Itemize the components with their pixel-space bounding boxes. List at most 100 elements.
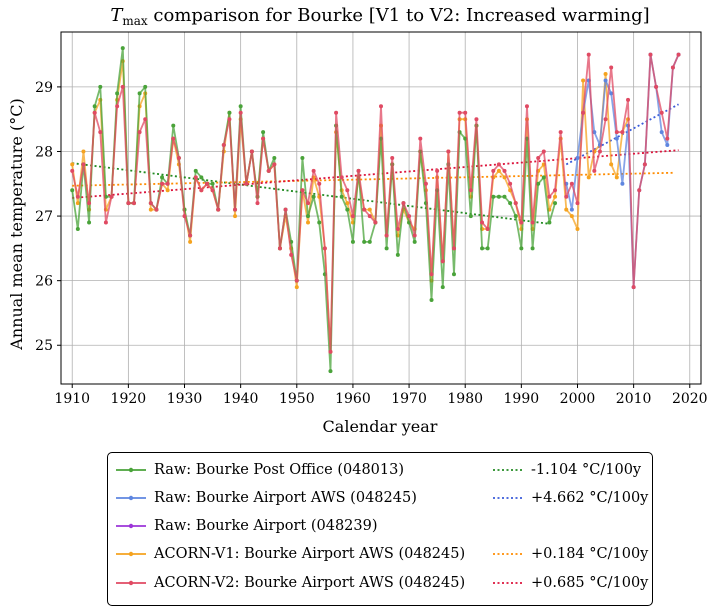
title-prefix: T xyxy=(110,5,124,26)
data-point xyxy=(648,52,653,57)
data-point xyxy=(670,65,675,70)
data-point xyxy=(182,214,187,219)
data-point xyxy=(148,201,153,206)
legend-label: +0.685 °C/100y xyxy=(531,575,649,591)
legend-item-raw-airport-aws: Raw: Bourke Airport AWS (048245) xyxy=(116,487,417,509)
data-point xyxy=(524,104,529,109)
data-point xyxy=(300,188,305,193)
legend-label: Raw: Bourke Post Office (048013) xyxy=(154,462,405,478)
data-point xyxy=(199,188,204,193)
data-point xyxy=(92,110,97,115)
legend-label: Raw: Bourke Airport AWS (048245) xyxy=(154,490,417,506)
data-point xyxy=(642,162,647,167)
data-point xyxy=(176,155,181,160)
legend-swatch xyxy=(116,523,146,529)
data-point xyxy=(637,188,642,193)
data-point xyxy=(345,188,350,193)
data-point xyxy=(356,168,361,173)
data-point xyxy=(603,71,608,76)
data-point xyxy=(553,194,558,199)
data-point xyxy=(261,130,266,135)
data-point xyxy=(362,239,367,244)
data-point xyxy=(233,214,238,219)
data-point xyxy=(350,214,355,219)
data-point xyxy=(395,226,400,231)
data-point xyxy=(401,201,406,206)
x-tick-label: 1920 xyxy=(111,391,147,407)
data-point xyxy=(70,168,75,173)
legend-label: Raw: Bourke Airport (048239) xyxy=(154,518,378,534)
data-point xyxy=(451,246,456,251)
data-point xyxy=(614,130,619,135)
data-point xyxy=(407,214,412,219)
data-point xyxy=(558,130,563,135)
legend-item-raw-post-office: Raw: Bourke Post Office (048013) xyxy=(116,459,404,481)
data-point xyxy=(306,220,311,225)
data-point xyxy=(188,233,193,238)
data-point xyxy=(581,78,586,83)
data-point xyxy=(171,123,176,128)
data-point xyxy=(87,220,92,225)
data-point xyxy=(547,220,552,225)
data-point xyxy=(188,239,193,244)
legend-swatch xyxy=(493,497,523,499)
data-point xyxy=(491,168,496,173)
x-tick-label: 2000 xyxy=(560,391,596,407)
data-point xyxy=(103,220,108,225)
legend-item-acorn-v2: ACORN-V2: Bourke Airport AWS (048245) xyxy=(116,572,465,594)
data-point xyxy=(300,155,305,160)
data-point xyxy=(547,194,552,199)
data-point xyxy=(317,220,322,225)
data-point xyxy=(294,278,299,283)
data-point xyxy=(603,78,608,83)
legend-swatch xyxy=(116,495,146,501)
data-point xyxy=(199,175,204,180)
data-point xyxy=(227,117,232,122)
data-point xyxy=(564,207,569,212)
data-point xyxy=(266,168,271,173)
series-0 xyxy=(70,46,558,374)
data-point xyxy=(569,207,574,212)
data-point xyxy=(249,149,254,154)
data-point xyxy=(541,149,546,154)
series-lines xyxy=(70,46,681,374)
data-point xyxy=(659,130,664,135)
data-point xyxy=(115,91,120,96)
data-point xyxy=(541,175,546,180)
data-point xyxy=(569,214,574,219)
legend-item-raw-airport: Raw: Bourke Airport (048239) xyxy=(116,515,378,537)
data-point xyxy=(553,201,558,206)
data-point xyxy=(148,207,153,212)
data-point xyxy=(289,252,294,257)
data-point xyxy=(244,181,249,186)
data-point xyxy=(474,117,479,122)
data-point xyxy=(75,201,80,206)
data-point xyxy=(553,188,558,193)
data-point xyxy=(154,207,159,212)
data-point xyxy=(165,188,170,193)
data-point xyxy=(480,220,485,225)
data-point xyxy=(654,84,659,89)
data-point xyxy=(216,207,221,212)
data-point xyxy=(98,130,103,135)
data-point xyxy=(429,298,434,303)
legend-label: ACORN-V1: Bourke Airport AWS (048245) xyxy=(154,546,466,562)
data-point xyxy=(485,226,490,231)
y-tick-label: 28 xyxy=(35,144,53,160)
data-point xyxy=(367,239,372,244)
data-point xyxy=(530,246,535,251)
legend-swatch xyxy=(116,467,146,473)
data-point xyxy=(350,239,355,244)
data-point xyxy=(379,104,383,109)
data-point xyxy=(581,110,586,115)
data-point xyxy=(631,285,636,290)
data-point xyxy=(272,155,277,160)
legend-label: -1.104 °C/100y xyxy=(531,462,642,478)
legend-item-trend-airport-aws: +4.662 °C/100y xyxy=(493,487,648,509)
legend-swatch xyxy=(493,469,523,471)
data-point xyxy=(491,194,496,199)
data-point xyxy=(575,201,580,206)
data-point xyxy=(620,130,625,135)
y-ticks: 25 26 27 28 29 xyxy=(35,80,61,354)
data-point xyxy=(440,285,445,290)
